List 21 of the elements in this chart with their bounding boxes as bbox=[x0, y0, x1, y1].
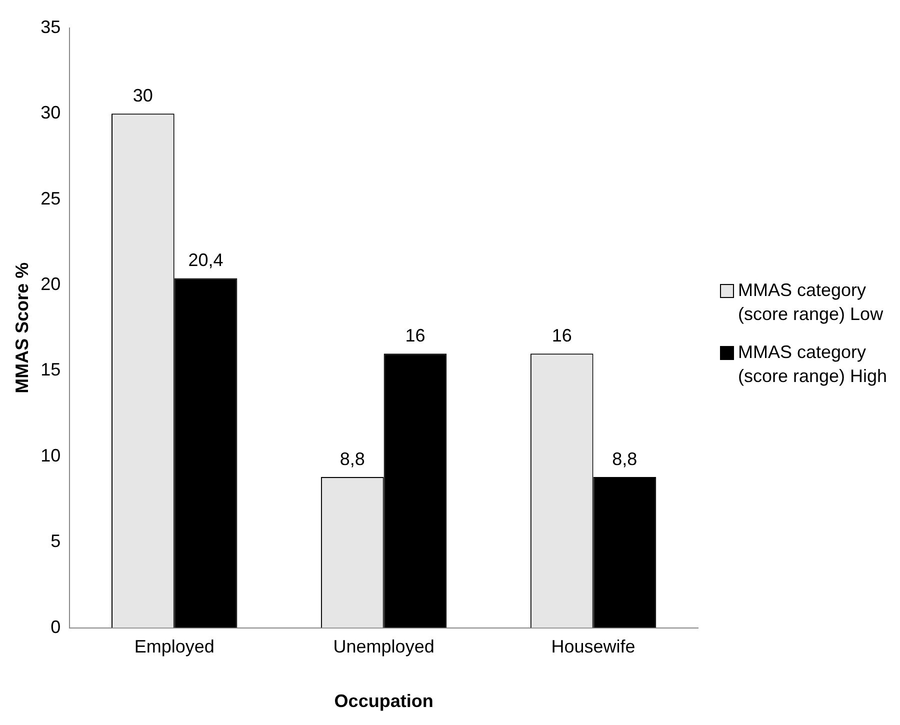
data-label: 8,8 bbox=[612, 448, 638, 469]
y-tick-label: 30 bbox=[40, 102, 61, 123]
data-label: 16 bbox=[405, 326, 426, 346]
data-label: 20,4 bbox=[188, 250, 224, 270]
y-tick-label: 5 bbox=[50, 531, 61, 552]
y-tick-label: 25 bbox=[40, 188, 61, 208]
x-tick-label: Housewife bbox=[551, 636, 636, 657]
legend-label: MMAS category (score range) Low bbox=[738, 279, 884, 326]
y-axis-title: MMAS Score % bbox=[12, 262, 32, 394]
y-tick-label: 20 bbox=[40, 274, 61, 294]
y-tick-label: 15 bbox=[40, 360, 61, 380]
data-label: 30 bbox=[132, 86, 153, 106]
data-label: 8,8 bbox=[340, 448, 365, 469]
data-label: 16 bbox=[552, 326, 572, 346]
y-tick-label: 10 bbox=[40, 445, 61, 466]
y-tick-label: 35 bbox=[40, 16, 61, 37]
x-tick-label: Unemployed bbox=[333, 636, 434, 657]
y-tick-label: 0 bbox=[50, 616, 61, 637]
legend-label: MMAS category (score range) High bbox=[738, 341, 888, 388]
x-axis-title: Occupation bbox=[334, 691, 434, 712]
x-tick-label: Employed bbox=[134, 636, 214, 657]
